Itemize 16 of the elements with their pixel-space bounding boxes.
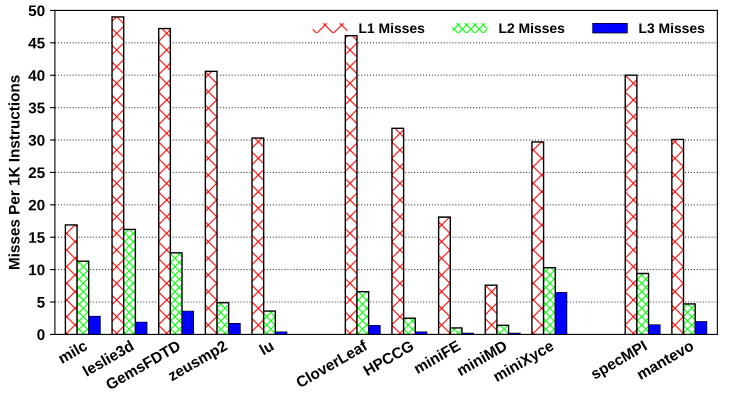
y-axis-title: Misses Per 1K Instructions <box>8 75 20 270</box>
y-tick-label: 0 <box>37 329 45 340</box>
y-tick-label: 20 <box>28 200 45 211</box>
y-tick-label: 25 <box>28 167 45 178</box>
y-tick-label: 15 <box>29 232 45 243</box>
x-tick-label: lu <box>258 340 274 356</box>
y-tick-label: 50 <box>28 5 45 16</box>
y-tick-label: 45 <box>28 38 45 49</box>
legend-label: L2 Misses <box>499 22 564 34</box>
y-tick-label: 10 <box>29 264 45 276</box>
y-tick-label: 30 <box>28 134 45 146</box>
legend-label: L3 Misses <box>639 22 704 34</box>
legend-label: L1 Misses <box>359 22 424 34</box>
y-tick-label: 35 <box>28 102 45 114</box>
y-tick-label: 5 <box>37 297 45 308</box>
y-tick-label: 40 <box>28 70 45 81</box>
